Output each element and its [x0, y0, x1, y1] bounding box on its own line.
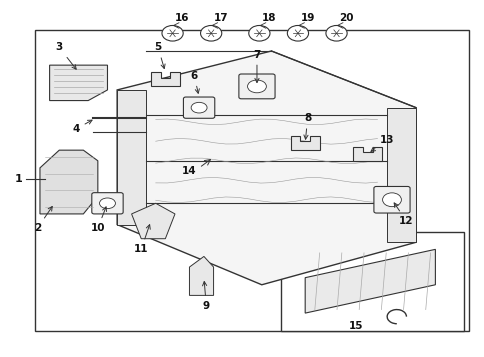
Ellipse shape	[191, 102, 207, 113]
Text: 9: 9	[202, 282, 210, 311]
Polygon shape	[386, 108, 415, 242]
FancyBboxPatch shape	[91, 193, 123, 214]
Text: 17: 17	[213, 12, 227, 22]
Bar	[35, 30, 468, 331]
Polygon shape	[117, 90, 146, 225]
Ellipse shape	[382, 193, 401, 207]
Text: 15: 15	[348, 321, 363, 331]
Ellipse shape	[247, 80, 266, 93]
Text: 20: 20	[338, 12, 353, 22]
Circle shape	[248, 25, 270, 41]
Circle shape	[325, 25, 347, 41]
Polygon shape	[49, 65, 107, 101]
Text: 7: 7	[253, 50, 260, 82]
Text: 4: 4	[72, 120, 92, 134]
FancyBboxPatch shape	[373, 186, 409, 213]
Text: 5: 5	[154, 42, 165, 69]
Bar	[281, 232, 463, 331]
Text: 6: 6	[190, 71, 199, 93]
Circle shape	[287, 25, 308, 41]
Polygon shape	[117, 51, 415, 285]
Circle shape	[200, 25, 221, 41]
Polygon shape	[290, 136, 319, 150]
Polygon shape	[40, 150, 98, 214]
FancyBboxPatch shape	[183, 97, 214, 118]
Text: 16: 16	[175, 12, 189, 22]
Text: 10: 10	[91, 207, 106, 233]
Text: 1: 1	[15, 174, 22, 183]
Text: 14: 14	[182, 166, 197, 176]
Text: 19: 19	[300, 12, 314, 22]
Polygon shape	[189, 256, 213, 295]
Text: 18: 18	[261, 12, 276, 22]
Text: 8: 8	[303, 113, 311, 139]
Text: 2: 2	[34, 206, 52, 233]
Polygon shape	[131, 203, 175, 239]
Polygon shape	[353, 147, 381, 161]
Text: 11: 11	[134, 225, 150, 254]
Text: 3: 3	[56, 42, 76, 69]
Polygon shape	[151, 72, 180, 86]
Polygon shape	[304, 249, 435, 313]
Text: 12: 12	[393, 203, 413, 226]
Ellipse shape	[99, 198, 115, 208]
FancyBboxPatch shape	[239, 74, 274, 99]
Text: 13: 13	[370, 135, 393, 151]
Circle shape	[162, 25, 183, 41]
